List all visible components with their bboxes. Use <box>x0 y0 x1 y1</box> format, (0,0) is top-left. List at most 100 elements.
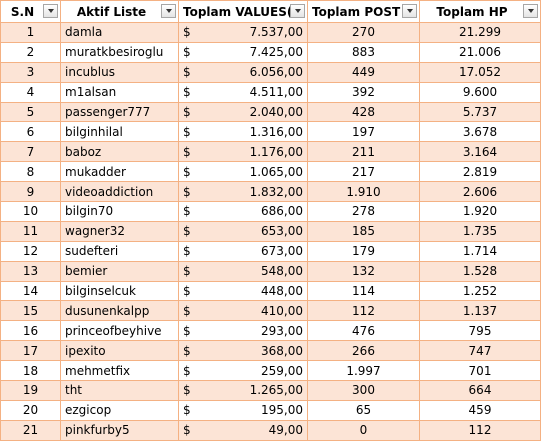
cell-hp[interactable]: 17.052 <box>419 61 541 83</box>
cell-name[interactable]: bilginselcuk <box>60 280 179 302</box>
cell-post[interactable]: 428 <box>307 101 420 123</box>
cell-post[interactable]: 112 <box>307 300 420 322</box>
cell-values[interactable]: $49,00 <box>178 419 308 441</box>
cell-sn[interactable]: 7 <box>0 141 61 163</box>
cell-sn[interactable]: 4 <box>0 81 61 103</box>
cell-hp[interactable]: 1.137 <box>419 300 541 322</box>
cell-sn[interactable]: 17 <box>0 340 61 362</box>
cell-name[interactable]: mehmetfix <box>60 360 179 382</box>
cell-post[interactable]: 132 <box>307 260 420 282</box>
cell-hp[interactable]: 459 <box>419 399 541 421</box>
cell-values[interactable]: $548,00 <box>178 260 308 282</box>
cell-hp[interactable]: 795 <box>419 320 541 342</box>
cell-sn[interactable]: 19 <box>0 380 61 401</box>
cell-values[interactable]: $2.040,00 <box>178 101 308 123</box>
cell-hp[interactable]: 1.920 <box>419 201 541 222</box>
cell-name[interactable]: baboz <box>60 141 179 163</box>
cell-post[interactable]: 217 <box>307 161 420 183</box>
cell-hp[interactable]: 112 <box>419 419 541 441</box>
cell-sn[interactable]: 11 <box>0 220 61 242</box>
cell-name[interactable]: sudefteri <box>60 240 179 262</box>
cell-values[interactable]: $4.511,00 <box>178 81 308 103</box>
cell-hp[interactable]: 1.252 <box>419 280 541 302</box>
cell-hp[interactable]: 664 <box>419 380 541 401</box>
cell-sn[interactable]: 13 <box>0 260 61 282</box>
cell-values[interactable]: $1.832,00 <box>178 181 308 203</box>
cell-post[interactable]: 1.910 <box>307 181 420 203</box>
cell-hp[interactable]: 1.528 <box>419 260 541 282</box>
cell-values[interactable]: $7.537,00 <box>178 22 308 43</box>
cell-post[interactable]: 278 <box>307 201 420 222</box>
cell-hp[interactable]: 21.299 <box>419 22 541 43</box>
cell-name[interactable]: damla <box>60 22 179 43</box>
filter-dropdown-button[interactable] <box>523 4 538 18</box>
cell-sn[interactable]: 5 <box>0 101 61 123</box>
cell-post[interactable]: 1.997 <box>307 360 420 382</box>
cell-name[interactable]: bilginhilal <box>60 121 179 143</box>
cell-name[interactable]: incublus <box>60 61 179 83</box>
cell-hp[interactable]: 9.600 <box>419 81 541 103</box>
cell-hp[interactable]: 3.678 <box>419 121 541 143</box>
cell-post[interactable]: 300 <box>307 380 420 401</box>
cell-post[interactable]: 266 <box>307 340 420 362</box>
cell-sn[interactable]: 9 <box>0 181 61 203</box>
cell-values[interactable]: $686,00 <box>178 201 308 222</box>
cell-hp[interactable]: 2.606 <box>419 181 541 203</box>
cell-sn[interactable]: 10 <box>0 201 61 222</box>
cell-name[interactable]: princeofbeyhive <box>60 320 179 342</box>
cell-name[interactable]: dusunenkalpp <box>60 300 179 322</box>
cell-name[interactable]: tht <box>60 380 179 401</box>
cell-post[interactable]: 197 <box>307 121 420 143</box>
cell-post[interactable]: 0 <box>307 419 420 441</box>
cell-values[interactable]: $195,00 <box>178 399 308 421</box>
cell-sn[interactable]: 3 <box>0 61 61 83</box>
cell-post[interactable]: 179 <box>307 240 420 262</box>
cell-post[interactable]: 476 <box>307 320 420 342</box>
filter-dropdown-button[interactable] <box>402 4 417 18</box>
cell-values[interactable]: $293,00 <box>178 320 308 342</box>
cell-values[interactable]: $1.065,00 <box>178 161 308 183</box>
cell-post[interactable]: 392 <box>307 81 420 103</box>
cell-hp[interactable]: 701 <box>419 360 541 382</box>
cell-hp[interactable]: 1.714 <box>419 240 541 262</box>
cell-values[interactable]: $6.056,00 <box>178 61 308 83</box>
cell-hp[interactable]: 1.735 <box>419 220 541 242</box>
cell-post[interactable]: 185 <box>307 220 420 242</box>
cell-name[interactable]: bilgin70 <box>60 201 179 222</box>
cell-hp[interactable]: 2.819 <box>419 161 541 183</box>
cell-values[interactable]: $259,00 <box>178 360 308 382</box>
filter-dropdown-button[interactable] <box>161 4 176 18</box>
cell-name[interactable]: passenger777 <box>60 101 179 123</box>
cell-values[interactable]: $653,00 <box>178 220 308 242</box>
cell-name[interactable]: m1alsan <box>60 81 179 103</box>
cell-post[interactable]: 65 <box>307 399 420 421</box>
cell-values[interactable]: $1.316,00 <box>178 121 308 143</box>
cell-sn[interactable]: 18 <box>0 360 61 382</box>
cell-name[interactable]: mukadder <box>60 161 179 183</box>
cell-sn[interactable]: 16 <box>0 320 61 342</box>
cell-values[interactable]: $1.265,00 <box>178 380 308 401</box>
cell-sn[interactable]: 14 <box>0 280 61 302</box>
cell-values[interactable]: $448,00 <box>178 280 308 302</box>
cell-sn[interactable]: 6 <box>0 121 61 143</box>
cell-values[interactable]: $410,00 <box>178 300 308 322</box>
cell-post[interactable]: 883 <box>307 41 420 63</box>
cell-post[interactable]: 449 <box>307 61 420 83</box>
cell-sn[interactable]: 8 <box>0 161 61 183</box>
cell-name[interactable]: videoaddiction <box>60 181 179 203</box>
cell-name[interactable]: wagner32 <box>60 220 179 242</box>
cell-values[interactable]: $7.425,00 <box>178 41 308 63</box>
cell-hp[interactable]: 3.164 <box>419 141 541 163</box>
cell-name[interactable]: ipexito <box>60 340 179 362</box>
filter-dropdown-button[interactable] <box>43 4 58 18</box>
cell-values[interactable]: $673,00 <box>178 240 308 262</box>
cell-post[interactable]: 211 <box>307 141 420 163</box>
cell-name[interactable]: pinkfurby5 <box>60 419 179 441</box>
cell-hp[interactable]: 5.737 <box>419 101 541 123</box>
cell-sn[interactable]: 1 <box>0 22 61 43</box>
cell-post[interactable]: 270 <box>307 22 420 43</box>
cell-name[interactable]: muratkbesiroglu <box>60 41 179 63</box>
cell-hp[interactable]: 21.006 <box>419 41 541 63</box>
cell-sn[interactable]: 21 <box>0 419 61 441</box>
cell-name[interactable]: bemier <box>60 260 179 282</box>
